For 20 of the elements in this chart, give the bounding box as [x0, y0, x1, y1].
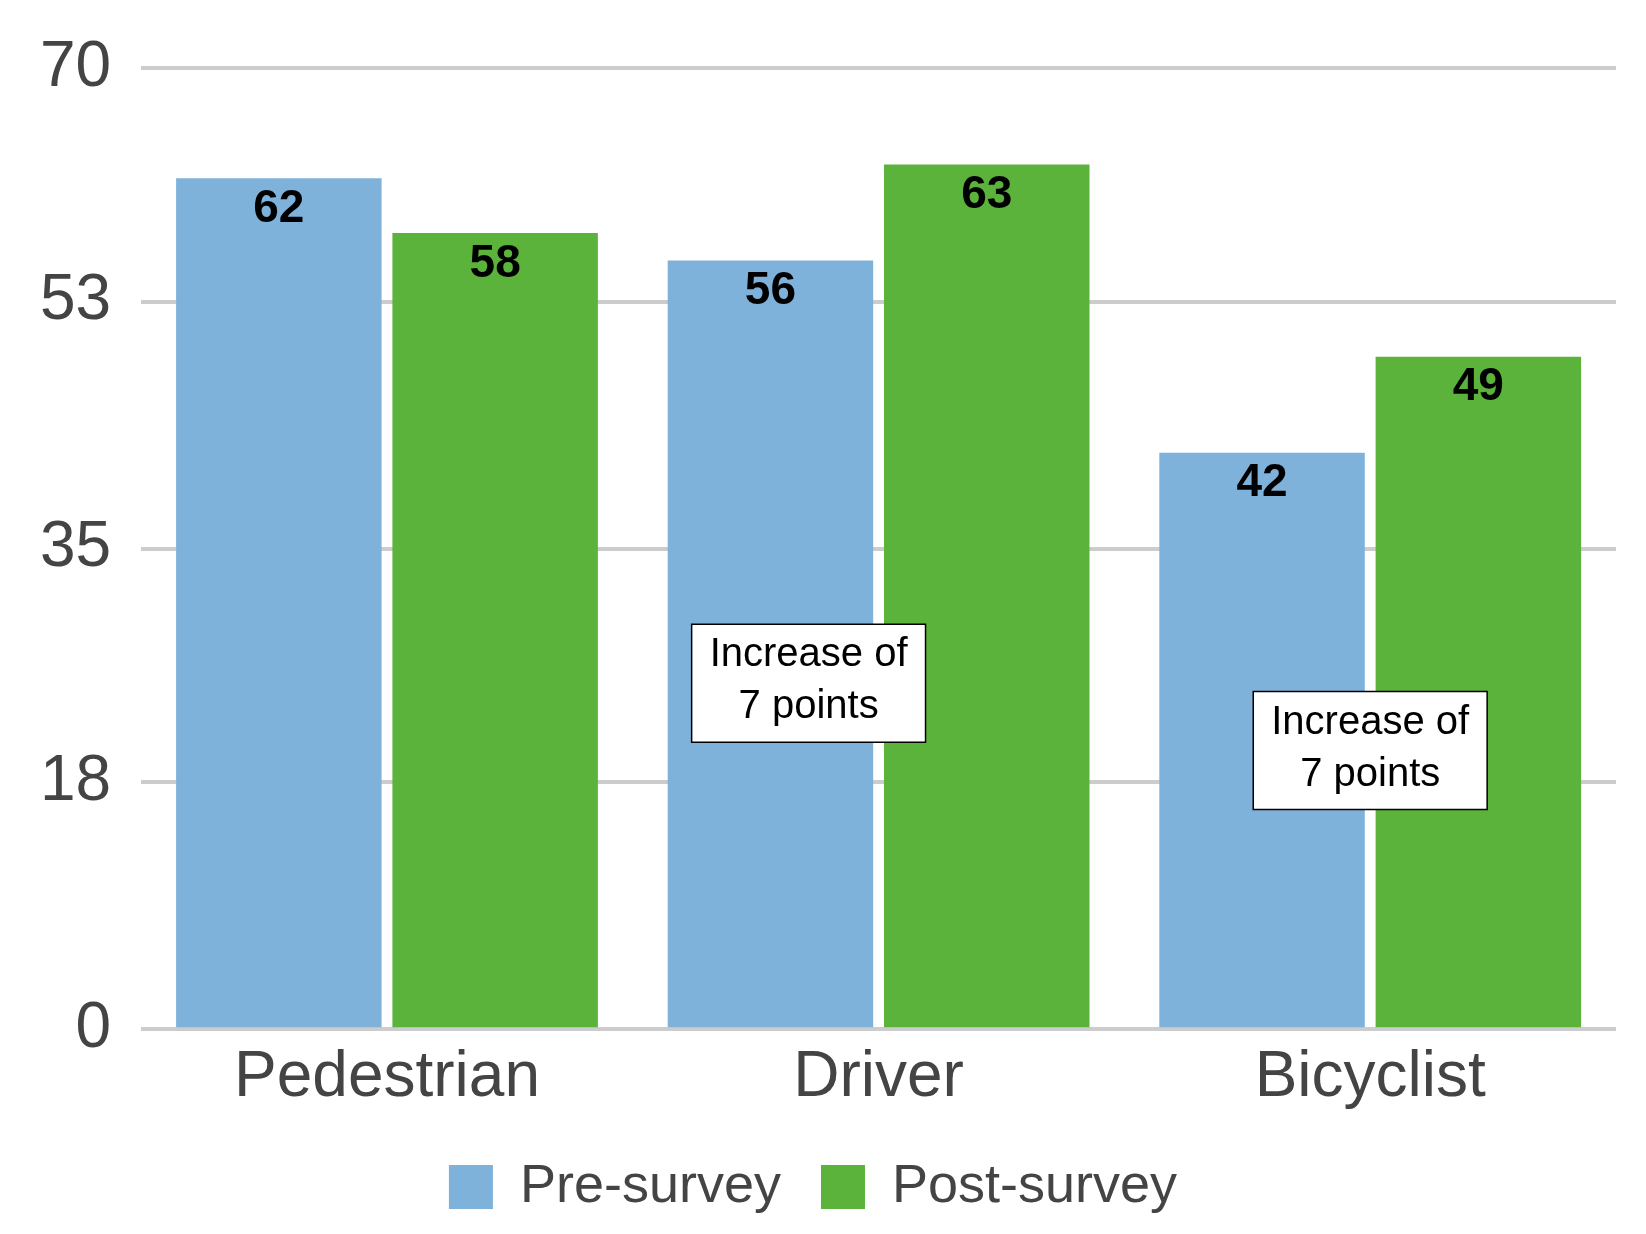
data-label: 58 [469, 234, 521, 287]
data-label: 63 [961, 166, 1013, 219]
annotation: Increase of 7 points [1271, 697, 1471, 794]
y-tick-label: 53 [40, 261, 112, 334]
annotation: Increase of 7 points [709, 630, 909, 727]
x-tick-label: Pedestrian [234, 1038, 540, 1111]
x-tick-label: Driver [793, 1038, 964, 1111]
bar [176, 178, 382, 1028]
bar [392, 233, 598, 1028]
legend-label: Post-survey [891, 1152, 1178, 1213]
data-label: 56 [744, 262, 797, 315]
y-tick-label: 70 [40, 28, 112, 101]
y-tick-label: 35 [40, 508, 112, 581]
x-tick-label: Bicyclist [1254, 1038, 1486, 1111]
data-label: 49 [1452, 358, 1504, 411]
y-tick-label: 18 [40, 741, 112, 814]
y-tick-label: 0 [75, 988, 112, 1061]
data-label: 42 [1236, 454, 1288, 507]
data-label: 62 [253, 179, 305, 232]
legend-label: Pre-survey [519, 1152, 781, 1213]
